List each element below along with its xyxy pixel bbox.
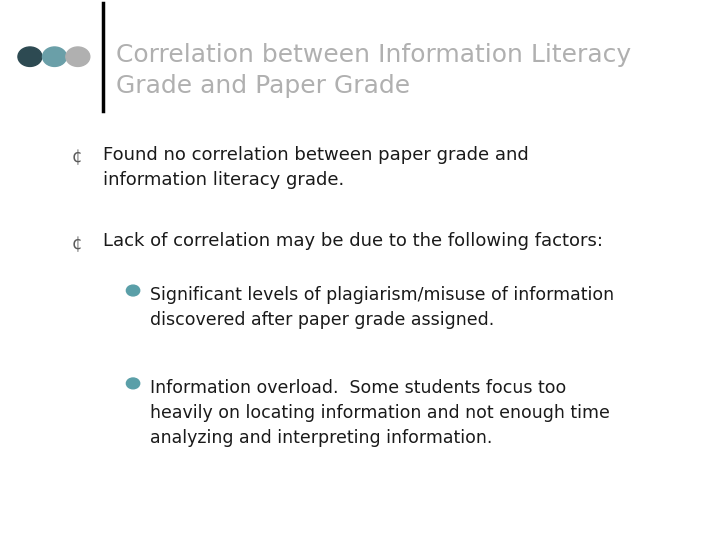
Circle shape bbox=[18, 47, 42, 66]
Text: Correlation between Information Literacy
Grade and Paper Grade: Correlation between Information Literacy… bbox=[117, 43, 631, 98]
Circle shape bbox=[66, 47, 90, 66]
Text: ¢: ¢ bbox=[71, 235, 82, 253]
Text: ¢: ¢ bbox=[71, 148, 82, 166]
Text: Significant levels of plagiarism/misuse of information
discovered after paper gr: Significant levels of plagiarism/misuse … bbox=[150, 286, 614, 329]
Circle shape bbox=[127, 285, 140, 296]
Circle shape bbox=[42, 47, 66, 66]
Text: Lack of correlation may be due to the following factors:: Lack of correlation may be due to the fo… bbox=[103, 232, 603, 250]
Text: Information overload.  Some students focus too
heavily on locating information a: Information overload. Some students focu… bbox=[150, 379, 610, 447]
Circle shape bbox=[127, 378, 140, 389]
Text: Found no correlation between paper grade and
information literacy grade.: Found no correlation between paper grade… bbox=[103, 146, 529, 189]
